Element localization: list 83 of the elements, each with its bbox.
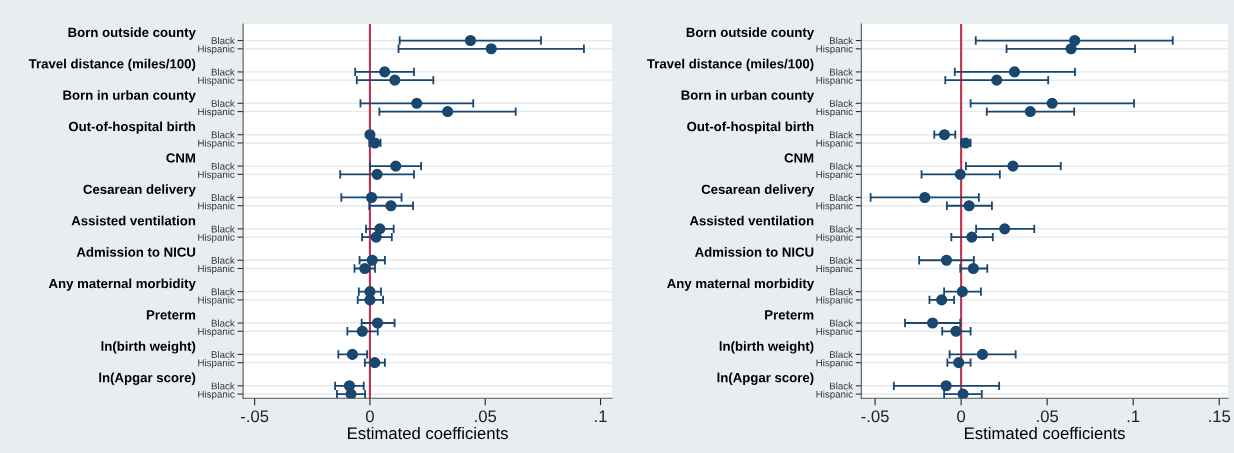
x-tick-label: 0	[957, 410, 966, 423]
text: Admission to NICU	[76, 247, 196, 257]
y-tick-label: Black	[211, 350, 235, 359]
y-tick-label: Hispanic	[198, 45, 235, 55]
text: Travel distance (miles/100)	[647, 58, 814, 72]
x-tick-label: .15	[1209, 410, 1231, 423]
y-tick-label: Black	[830, 319, 854, 327]
y-tick-label: Hispanic	[816, 202, 853, 212]
y-tick-label: Hispanic	[198, 327, 235, 337]
y-tick-label: Black	[211, 162, 235, 170]
x-tick-label: -.05	[861, 410, 889, 423]
text: Cesarean delivery	[701, 184, 815, 197]
text: Out-of-hospital birth	[687, 121, 814, 134]
text: Any maternal morbidity	[667, 278, 815, 291]
y-tick-label: Hispanic	[816, 76, 853, 86]
y-tick-label: Hispanic	[816, 233, 853, 243]
y-tick-label: Hispanic	[816, 390, 853, 400]
y-tick-label: Hispanic	[816, 264, 853, 275]
y-tick-label: Black	[211, 68, 235, 76]
x-tick-label: .05	[475, 410, 497, 423]
y-tick-label: Black	[211, 131, 235, 139]
text: ln(birth weight)	[719, 341, 814, 354]
y-tick-label: Hispanic	[816, 170, 853, 180]
y-tick-label: Black	[211, 288, 235, 296]
y-tick-label: Black	[830, 350, 854, 359]
y-tick-label: Hispanic	[816, 45, 853, 55]
y-tick-label: Hispanic	[198, 76, 235, 86]
x-tick-label: -.05	[241, 410, 269, 423]
text: Admission to NICU	[694, 247, 814, 257]
y-tick-label: Hispanic	[198, 202, 235, 212]
y-tick-label: Black	[211, 193, 235, 202]
y-tick-label: Hispanic	[198, 108, 235, 118]
x-axis-title: Estimated coefficients	[348, 426, 508, 440]
text: Travel distance (miles/100)	[28, 58, 196, 72]
x-tick-label: .1	[595, 410, 607, 423]
x-tick-label: .1	[1127, 410, 1140, 423]
y-tick-label: Black	[830, 162, 854, 170]
y-tick-label: Hispanic	[816, 108, 853, 118]
text: Cesarean delivery	[83, 184, 196, 197]
y-tick-label: Hispanic	[198, 264, 235, 275]
y-tick-label: Black	[830, 225, 854, 233]
text: Preterm	[146, 310, 196, 320]
y-tick-label: Black	[211, 99, 235, 107]
text: Any maternal morbidity	[48, 278, 196, 291]
text: Assisted ventilation	[689, 215, 814, 226]
y-tick-label: Black	[830, 68, 854, 76]
y-tick-label: Hispanic	[816, 139, 853, 149]
y-tick-label: Black	[211, 225, 235, 233]
text: Out-of-hospital birth	[68, 121, 196, 134]
y-tick-label: Hispanic	[198, 296, 235, 306]
y-tick-label: Black	[830, 256, 854, 264]
text: Preterm	[765, 310, 814, 320]
text: Born in urban county	[63, 90, 196, 103]
y-tick-label: Black	[830, 288, 854, 296]
text: CNM	[784, 153, 814, 163]
text: Born in urban county	[681, 90, 815, 103]
y-tick-label: Black	[211, 382, 235, 390]
y-tick-label: Hispanic	[198, 359, 235, 369]
y-tick-label: Hispanic	[198, 170, 235, 180]
y-tick-label: Hispanic	[816, 359, 853, 369]
x-tick-label: 0	[365, 410, 374, 423]
y-tick-label: Black	[830, 37, 854, 45]
y-tick-label: Black	[830, 193, 854, 202]
text: Born outside county	[68, 27, 196, 40]
y-tick-label: Hispanic	[198, 139, 235, 149]
text: ln(birth weight)	[101, 341, 196, 354]
y-tick-label: Black	[211, 319, 235, 327]
text: Assisted ventilation	[71, 215, 196, 226]
y-tick-label: Black	[211, 256, 235, 264]
y-tick-label: Black	[830, 131, 854, 139]
x-axis-title: Estimated coefficients	[965, 426, 1125, 440]
x-tick-label: .05	[1037, 410, 1059, 423]
y-tick-label: Hispanic	[816, 327, 853, 337]
text: Born outside county	[686, 27, 815, 40]
text: CNM	[166, 153, 195, 163]
y-tick-label: Black	[830, 99, 854, 107]
y-tick-label: Hispanic	[816, 296, 853, 306]
y-tick-label: Black	[830, 382, 854, 390]
y-tick-label: Hispanic	[198, 233, 235, 243]
y-tick-label: Black	[211, 37, 235, 45]
text: ln(Apgar score)	[99, 372, 196, 385]
y-tick-label: Hispanic	[198, 390, 235, 400]
text: ln(Apgar score)	[717, 372, 814, 385]
